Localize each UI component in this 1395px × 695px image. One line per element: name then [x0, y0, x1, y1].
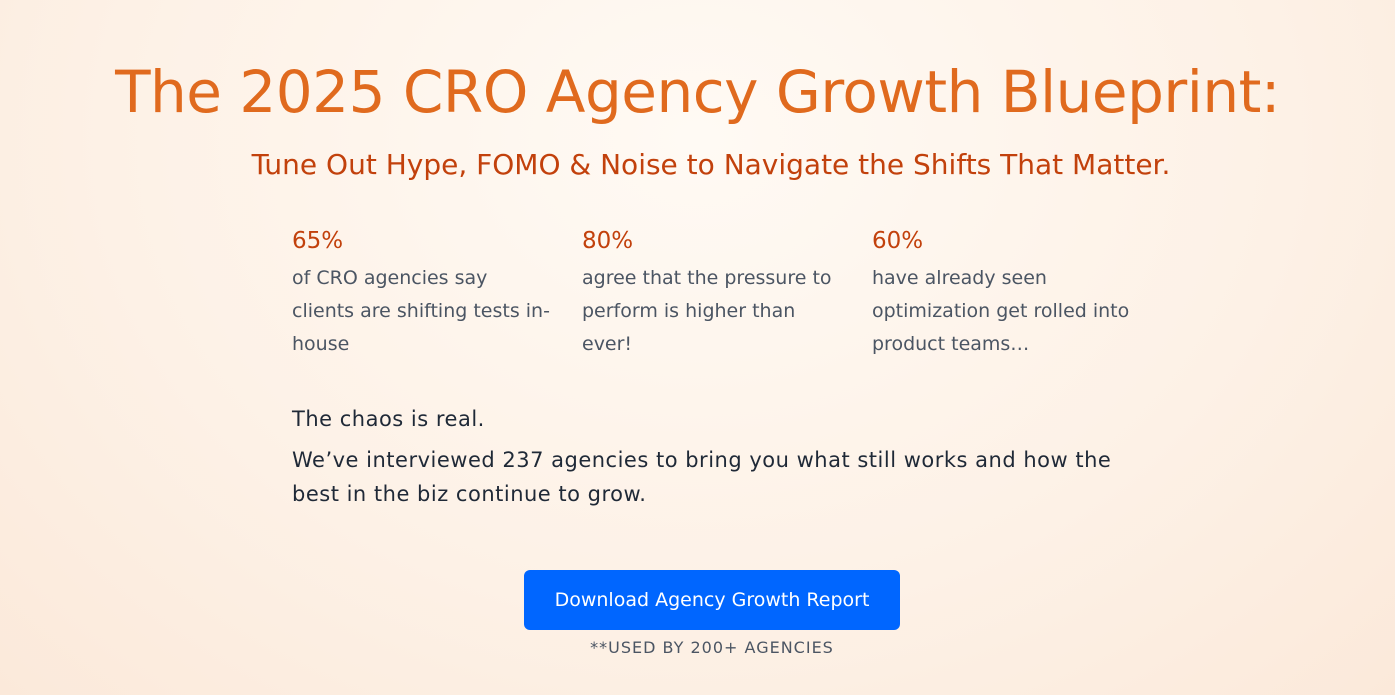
stat-value: 80%: [582, 228, 634, 254]
stat-text: of CRO agencies say clients are shifting…: [292, 267, 550, 355]
stat-value: 60%: [872, 228, 924, 254]
stat: 80% agree that the pressure to perform is…: [582, 228, 842, 361]
download-button[interactable]: Download Agency Growth Report: [524, 570, 900, 630]
body: The chaos is real. We’ve interviewed 237 …: [292, 402, 1132, 518]
subtitle: Tune Out Hype, FOMO & Noise to Navigate …: [251, 148, 1171, 181]
body-text: The chaos is real.: [292, 407, 485, 431]
stat: 65% of CRO agencies say clients are shift…: [292, 228, 552, 361]
body-text: We’ve interviewed 237 agencies to bring …: [292, 448, 1112, 506]
title: The 2025 CRO Agency Growth Blueprint:: [115, 58, 1280, 126]
stat-text: have already seen optimization get rolle…: [872, 267, 1130, 355]
stat: 60% have already seen optimization get ro…: [872, 228, 1132, 361]
note: **USED BY 200+ AGENCIES: [590, 638, 834, 657]
stat-text: agree that the pressure to perform is hi…: [582, 267, 832, 355]
stat-value: 65%: [292, 228, 344, 254]
